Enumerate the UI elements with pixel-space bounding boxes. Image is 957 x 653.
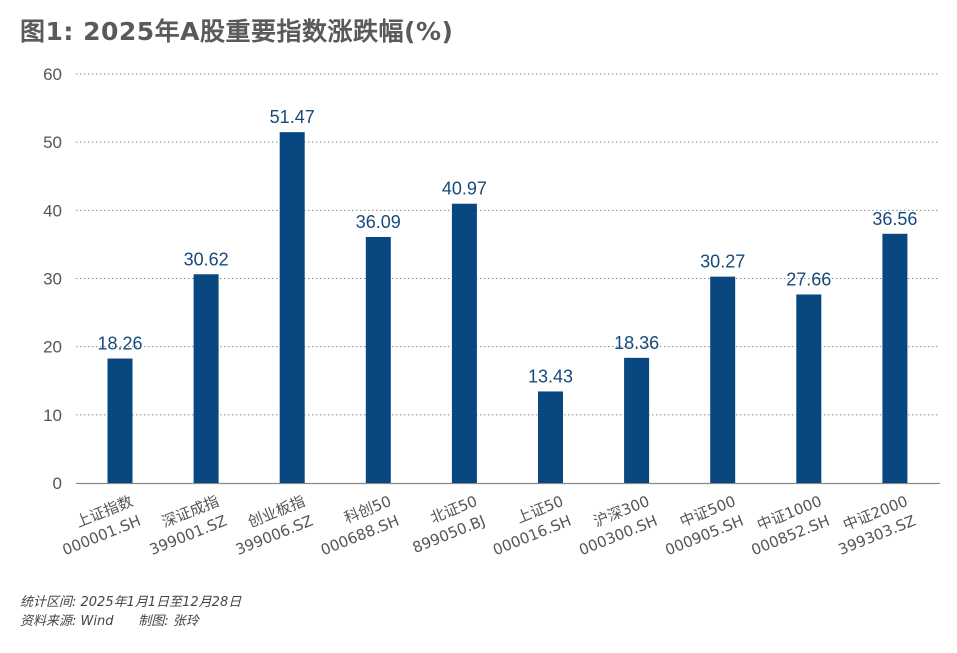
bar — [796, 294, 822, 483]
y-axis: 0 10 20 30 40 50 60 — [43, 65, 940, 493]
footer-source: 资料来源: Wind 制图: 张玲 — [20, 614, 199, 629]
y-tick-label: 50 — [43, 133, 62, 152]
data-label: 36.09 — [356, 212, 401, 232]
y-tick-label: 40 — [43, 201, 62, 220]
bar — [365, 236, 391, 483]
bar — [710, 276, 736, 483]
bar — [451, 203, 477, 483]
bar — [538, 391, 563, 483]
data-label: 13.43 — [528, 366, 573, 386]
bar — [193, 274, 219, 483]
bar — [624, 357, 650, 483]
value-labels: 18.26 30.62 51.47 36.09 40.97 13.43 18.36 30.27… — [97, 107, 917, 386]
y-tick-label: 30 — [43, 270, 62, 289]
gridlines — [76, 73, 940, 416]
data-label: 27.66 — [786, 269, 831, 289]
data-label: 18.26 — [97, 334, 142, 354]
data-label: 30.62 — [184, 249, 229, 269]
chart-title: 图1: 2025年A股重要指数涨跌幅(%) — [20, 17, 454, 46]
footer-date-range: 统计区间: 2025年1月1日至12月28日 — [20, 595, 242, 610]
y-tick-label: 0 — [53, 474, 62, 493]
y-tick-label: 60 — [43, 65, 62, 84]
data-label: 51.47 — [270, 107, 315, 127]
data-label: 18.36 — [614, 333, 659, 353]
bar — [882, 233, 908, 483]
data-label: 36.56 — [872, 209, 917, 229]
bars — [107, 132, 908, 483]
bar — [107, 358, 133, 483]
y-tick-label: 10 — [43, 406, 62, 425]
bar — [279, 132, 305, 483]
data-label: 30.27 — [700, 252, 745, 272]
data-label: 40.97 — [442, 179, 487, 199]
y-tick-label: 20 — [43, 338, 62, 357]
